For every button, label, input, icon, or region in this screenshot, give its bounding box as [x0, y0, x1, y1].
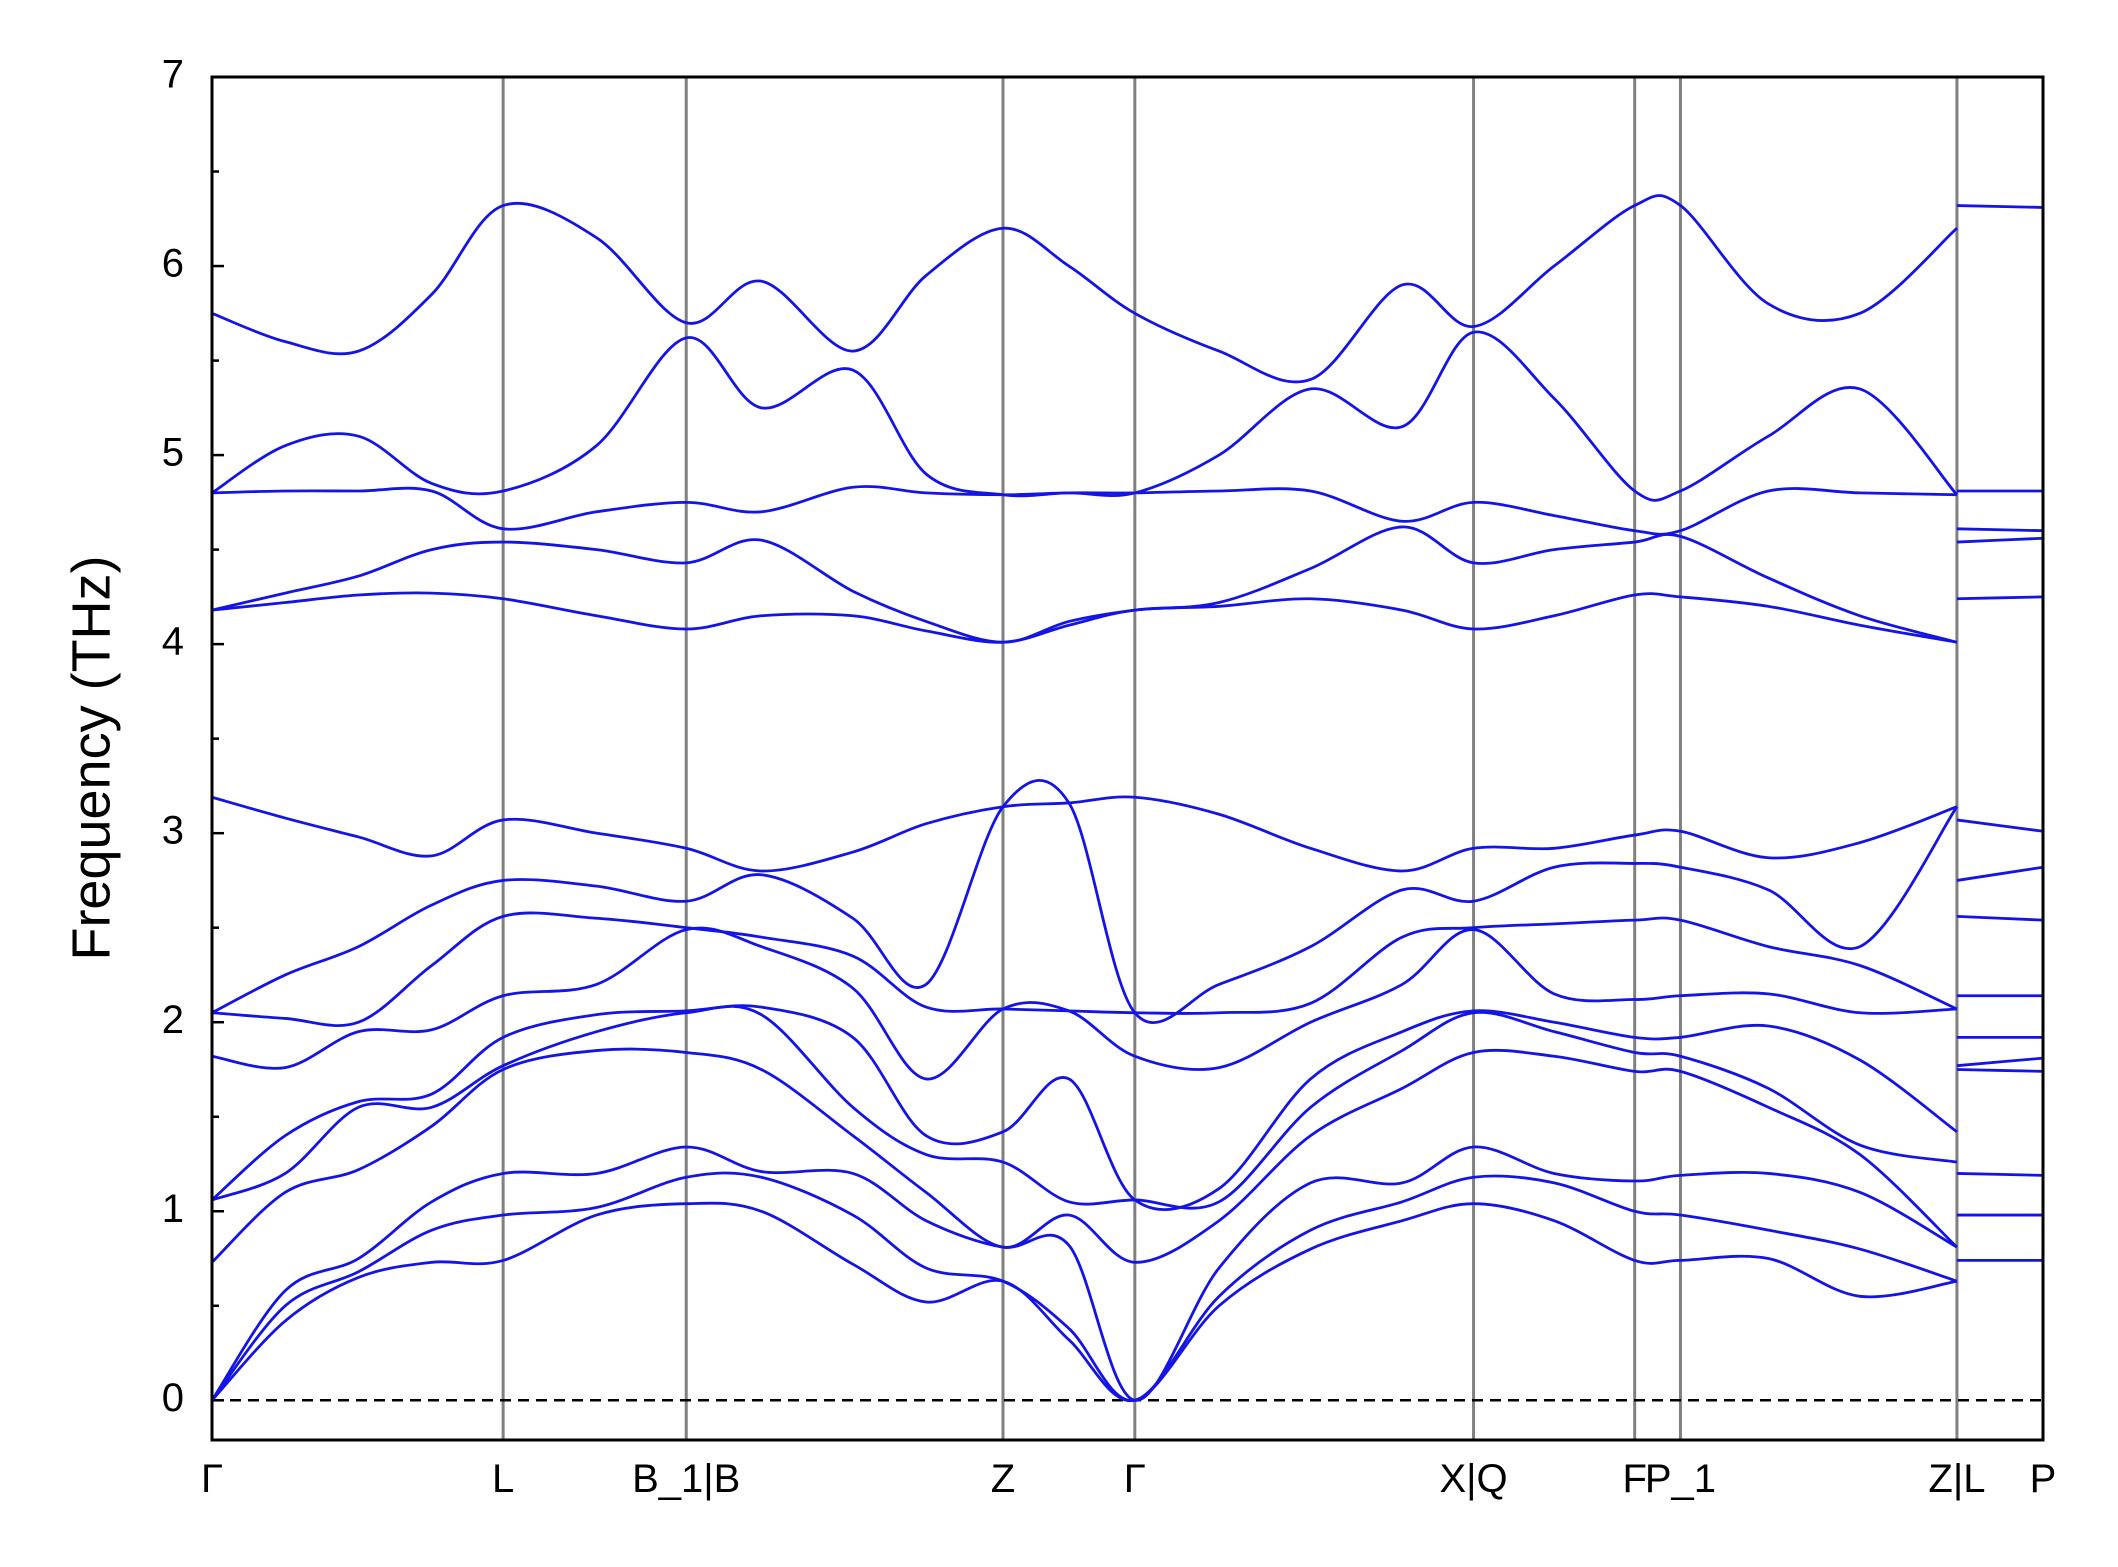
x-tick-label: Z|L — [1928, 1457, 1985, 1501]
x-tick-label: L — [492, 1457, 514, 1501]
y-tick-label: 2 — [162, 998, 184, 1042]
band-line — [211, 525, 2044, 644]
y-tick-label: 0 — [162, 1376, 184, 1420]
x-tick-label: F — [1622, 1457, 1646, 1501]
y-tick-label: 7 — [162, 53, 184, 97]
y-axis-label: Frequency (THz) — [61, 555, 121, 960]
y-tick-label: 1 — [162, 1187, 184, 1231]
y-tick-label: 4 — [162, 620, 184, 664]
x-tick-label: B_1|B — [632, 1457, 740, 1501]
x-tick-label: P — [2030, 1457, 2057, 1501]
band-line — [210, 1201, 2043, 1403]
band-line — [211, 795, 2044, 873]
band-line — [211, 591, 2044, 644]
band-line — [211, 1004, 2043, 1212]
y-tick-label: 6 — [162, 242, 184, 286]
x-tick-label: Z — [991, 1457, 1015, 1501]
y-tick-label: 5 — [162, 431, 184, 475]
x-tick-label: Γ — [201, 1457, 223, 1501]
x-tick-label: Γ — [1124, 1457, 1146, 1501]
band-line — [211, 1047, 2044, 1264]
x-tick-label: X|Q — [1439, 1457, 1507, 1501]
plot-frame — [210, 75, 2045, 1442]
band-line — [210, 1171, 2043, 1402]
band-line — [211, 194, 2044, 384]
y-tick-label: 3 — [162, 809, 184, 853]
band-line — [211, 911, 2044, 1027]
band-line — [210, 1145, 2044, 1402]
band-line — [211, 779, 2044, 1025]
band-line — [211, 330, 2043, 502]
x-tick-label: P_1 — [1645, 1457, 1716, 1501]
band-line — [211, 1004, 2044, 1210]
